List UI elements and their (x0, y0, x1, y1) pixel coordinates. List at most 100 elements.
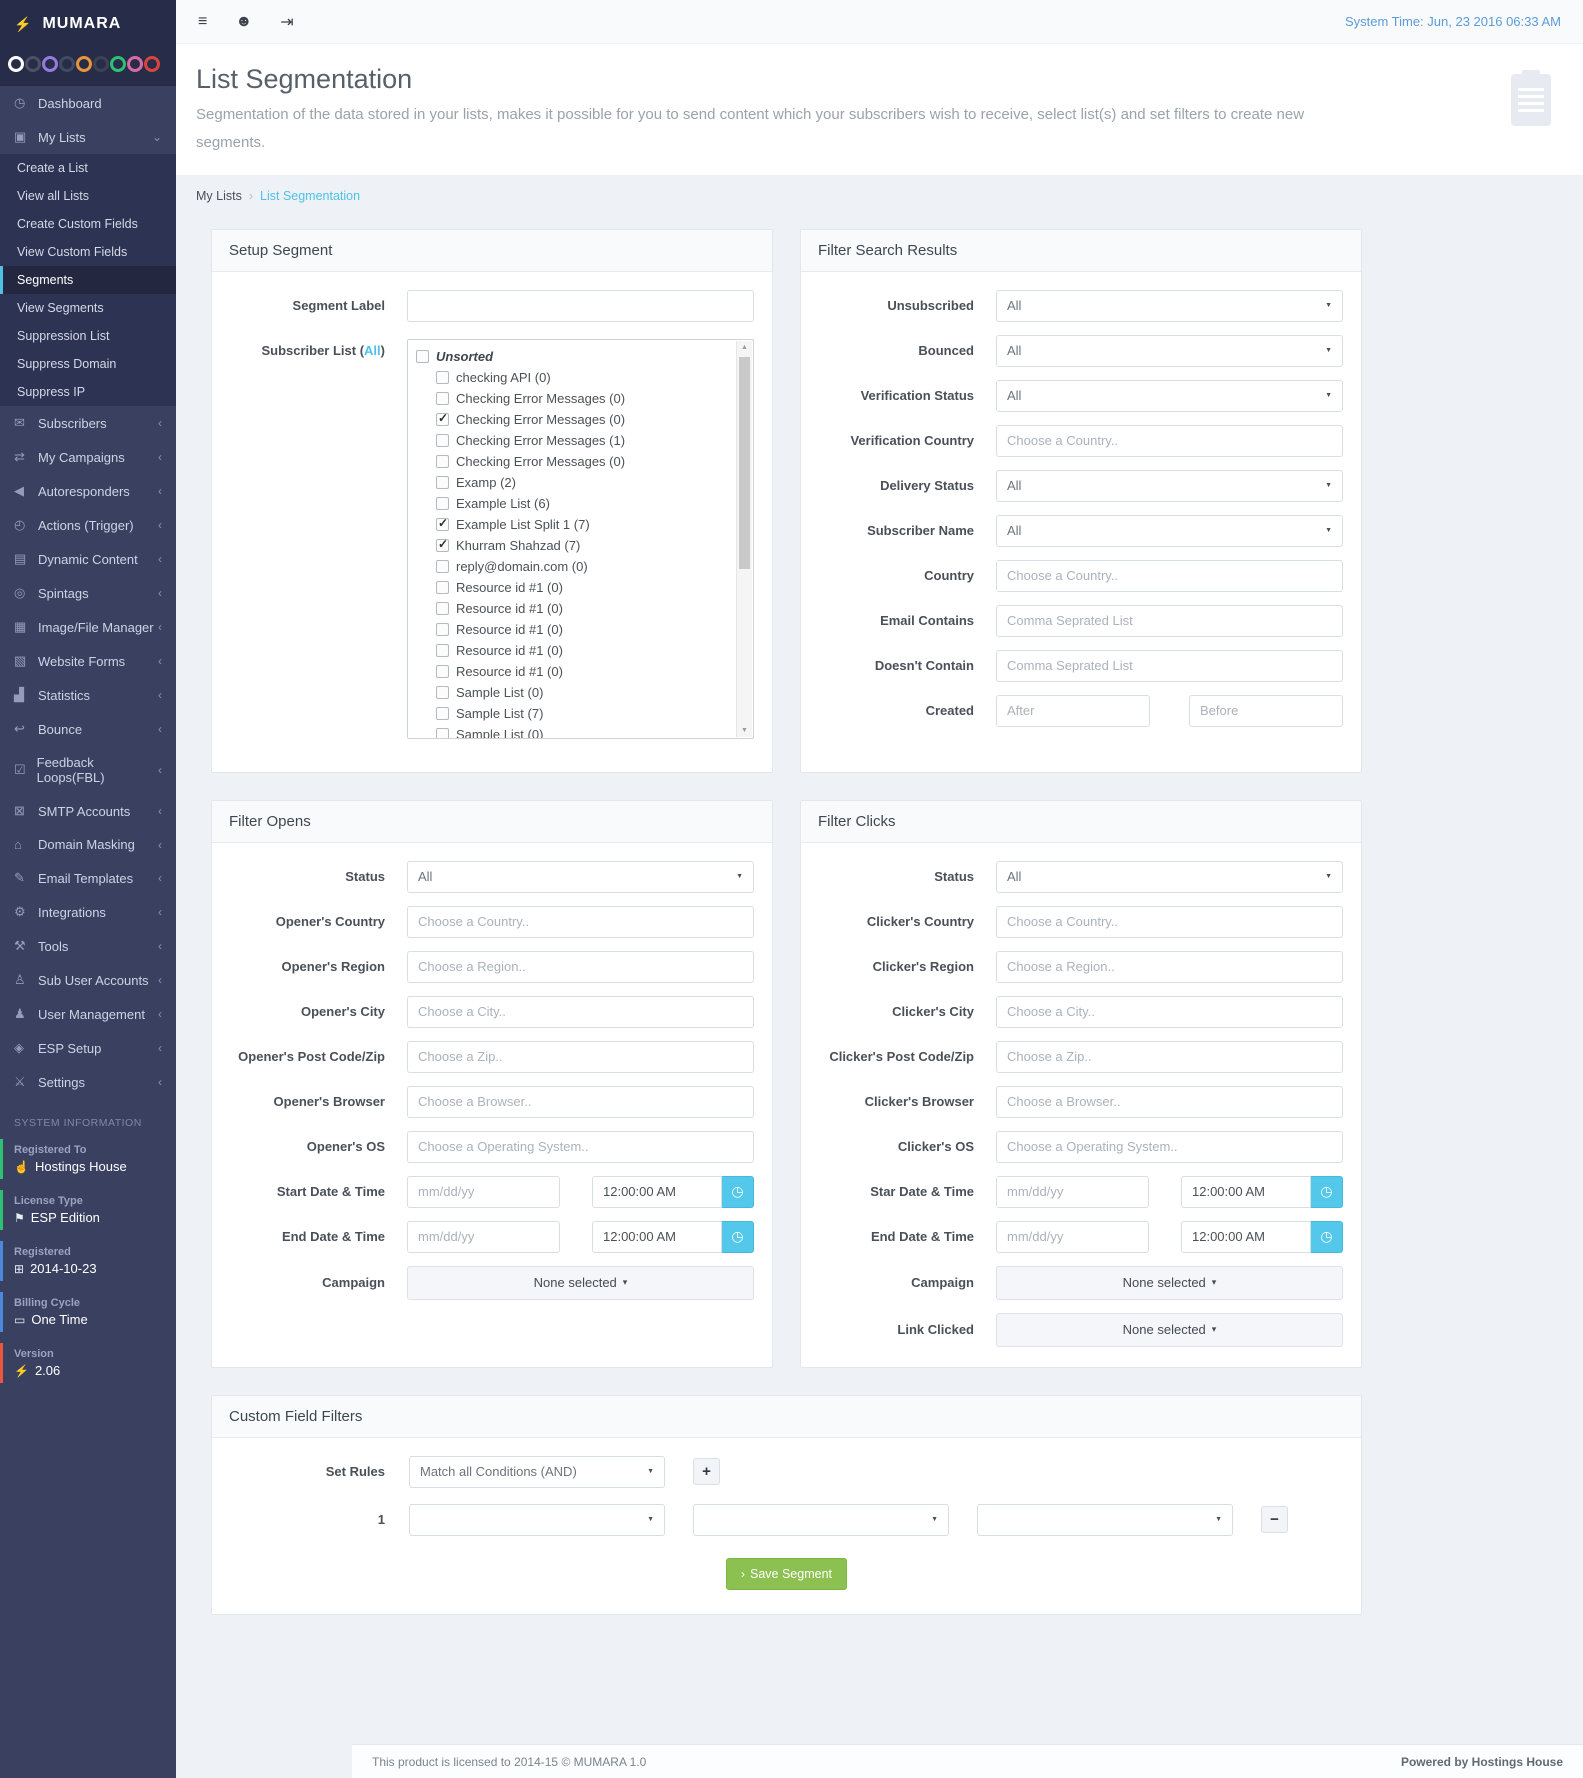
checkbox[interactable] (436, 580, 449, 594)
sidebar-subitem[interactable]: Suppress Domain (0, 350, 176, 378)
subscriber-list-item[interactable]: Sample List (0) (416, 682, 727, 703)
sidebar-subitem[interactable]: Create a List (0, 154, 176, 182)
text-input[interactable] (407, 995, 754, 1028)
text-input[interactable] (996, 995, 1343, 1028)
checkbox[interactable] (436, 706, 449, 720)
select[interactable]: All ▼ (996, 289, 1343, 322)
sidebar-item[interactable]: ◀ Autoresponders ‹ (0, 474, 176, 508)
checkbox[interactable] (436, 391, 449, 405)
sidebar-subitem[interactable]: Suppress IP (0, 378, 176, 406)
checkbox[interactable] (436, 559, 449, 573)
select[interactable]: All ▼ (996, 379, 1343, 412)
checkbox[interactable] (416, 349, 429, 363)
user-icon[interactable]: ☻ (235, 12, 253, 30)
checkbox[interactable] (436, 370, 449, 384)
start-date-input[interactable] (407, 1175, 560, 1208)
campaign-multiselect[interactable]: None selected ▾ (996, 1265, 1343, 1300)
select[interactable]: All ▼ (996, 469, 1343, 502)
select[interactable]: All ▼ (996, 334, 1343, 367)
text-input[interactable] (996, 950, 1343, 983)
text-input[interactable] (996, 1085, 1343, 1118)
checkbox[interactable] (436, 537, 449, 552)
subscriber-list-item[interactable]: Sample List (0) (416, 724, 727, 738)
text-input[interactable] (407, 1085, 754, 1118)
clock-icon-button[interactable]: ◷ (722, 1175, 754, 1208)
clock-icon-button[interactable]: ◷ (722, 1220, 754, 1253)
conditions-select[interactable]: Match all Conditions (AND) ▼ (409, 1455, 665, 1488)
text-input[interactable] (407, 905, 754, 938)
sidebar-subitem[interactable]: View Segments (0, 294, 176, 322)
subscriber-list-item[interactable]: Checking Error Messages (0) (416, 388, 727, 409)
select[interactable]: All ▼ (996, 514, 1343, 547)
subscriber-list-item[interactable]: Example List Split 1 (7) (416, 514, 727, 535)
checkbox[interactable] (436, 496, 449, 510)
sidebar-item[interactable]: ⊠ SMTP Accounts ‹ (0, 794, 176, 828)
theme-dot[interactable] (110, 56, 126, 72)
sidebar-subitem[interactable]: View all Lists (0, 182, 176, 210)
checkbox[interactable] (436, 433, 449, 447)
scrollbar-thumb[interactable] (739, 356, 750, 569)
subscriber-list-item[interactable]: Resource id #1 (0) (416, 661, 727, 682)
created-before-input[interactable] (1189, 694, 1343, 727)
save-segment-button[interactable]: › Save Segment (726, 1557, 847, 1590)
text-input[interactable] (996, 649, 1343, 682)
logout-icon[interactable]: ⇥ (280, 13, 294, 31)
segment-label-input[interactable] (407, 289, 754, 322)
checkbox[interactable] (436, 685, 449, 699)
theme-dot[interactable] (76, 56, 92, 72)
end-time-input[interactable]: 12:00:00 AM (592, 1220, 722, 1253)
rule-value-select[interactable]: ▼ (977, 1503, 1233, 1536)
text-input[interactable] (996, 1130, 1343, 1163)
text-input[interactable] (996, 1040, 1343, 1073)
start-time-input[interactable]: 12:00:00 AM (592, 1175, 722, 1208)
subscriber-list-item[interactable]: Resource id #1 (0) (416, 598, 727, 619)
sidebar-item[interactable]: ✎ Email Templates ‹ (0, 861, 176, 895)
subscriber-list-item[interactable]: checking API (0) (416, 367, 727, 388)
add-rule-button[interactable]: + (693, 1458, 720, 1485)
remove-rule-button[interactable]: − (1261, 1506, 1288, 1533)
sidebar-item[interactable]: ▦ Image/File Manager ‹ (0, 610, 176, 644)
rule-field-select[interactable]: ▼ (409, 1503, 665, 1536)
sidebar-item[interactable]: ▟ Statistics ‹ (0, 678, 176, 712)
subscriber-list-item[interactable]: Example List (6) (416, 493, 727, 514)
sidebar-item[interactable]: ◈ ESP Setup ‹ (0, 1031, 176, 1065)
text-input[interactable] (996, 559, 1343, 592)
sidebar-item[interactable]: ◎ Spintags ‹ (0, 576, 176, 610)
sidebar-item[interactable]: ▧ Website Forms ‹ (0, 644, 176, 678)
sidebar-item[interactable]: ⚙ Integrations ‹ (0, 895, 176, 929)
subscriber-list-item[interactable]: Resource id #1 (0) (416, 619, 727, 640)
checkbox[interactable] (436, 643, 449, 657)
created-after-input[interactable] (996, 694, 1150, 727)
sidebar-subitem[interactable]: Segments (0, 266, 176, 294)
sidebar-item[interactable]: ◷ Dashboard (0, 86, 176, 120)
scrollbar[interactable] (736, 340, 752, 737)
select-all-link[interactable]: All (364, 342, 381, 358)
subscriber-list-item[interactable]: Checking Error Messages (0) (416, 409, 727, 430)
hamburger-menu-icon[interactable]: ≡ (198, 12, 208, 30)
select[interactable]: All ▼ (996, 860, 1343, 893)
checkbox[interactable] (436, 622, 449, 636)
subscriber-list-item[interactable]: Resource id #1 (0) (416, 640, 727, 661)
sidebar-item[interactable]: ⚔ Settings ‹ (0, 1065, 176, 1099)
sidebar-item[interactable]: ▤ Dynamic Content ‹ (0, 542, 176, 576)
checkbox[interactable] (436, 454, 449, 468)
star-time-input[interactable]: 12:00:00 AM (1181, 1175, 1311, 1208)
theme-dot[interactable] (8, 56, 24, 72)
sidebar-item[interactable]: ▣ My Lists ⌄ (0, 120, 176, 154)
checkbox[interactable] (436, 475, 449, 489)
clock-icon-button[interactable]: ◷ (1311, 1175, 1343, 1208)
campaign-multiselect[interactable]: None selected ▾ (407, 1265, 754, 1300)
subscriber-list-item[interactable]: Khurram Shahzad (7) (416, 535, 727, 556)
star-date-input[interactable] (996, 1175, 1149, 1208)
checkbox[interactable] (436, 516, 449, 531)
theme-dot[interactable] (144, 56, 160, 72)
theme-dot[interactable] (42, 56, 58, 72)
sidebar-item[interactable]: ◴ Actions (Trigger) ‹ (0, 508, 176, 542)
subscriber-list-item[interactable]: Resource id #1 (0) (416, 577, 727, 598)
breadcrumb-my-lists[interactable]: My Lists (196, 188, 242, 203)
text-input[interactable] (407, 950, 754, 983)
end-date-input[interactable] (996, 1220, 1149, 1253)
theme-dot[interactable] (93, 56, 109, 72)
text-input[interactable] (407, 1130, 754, 1163)
breadcrumb-current[interactable]: List Segmentation (260, 188, 361, 203)
